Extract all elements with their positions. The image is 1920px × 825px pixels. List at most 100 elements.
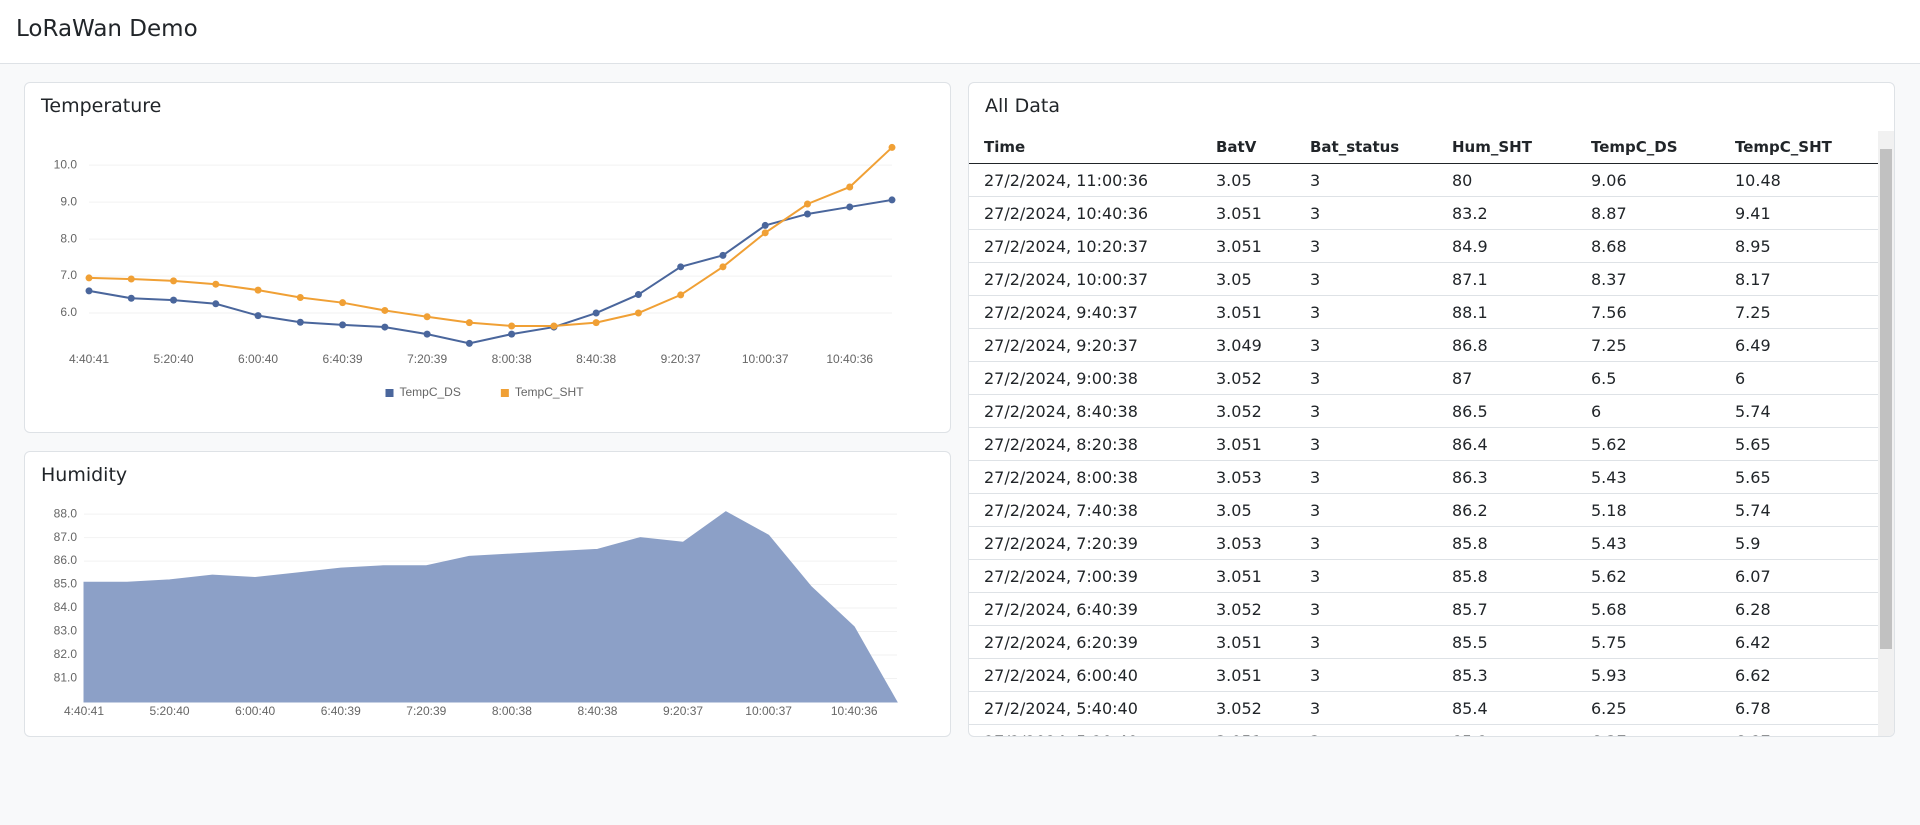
table-row: 27/2/2024, 10:40:36 3.051 3 83.2 8.87 9.41 bbox=[969, 196, 1894, 230]
point bbox=[803, 210, 811, 218]
y-tick-label: 82.0 bbox=[54, 647, 78, 661]
point bbox=[254, 312, 262, 320]
table-cell: 3.05 bbox=[1201, 493, 1295, 527]
x-tick-label: 10:00:37 bbox=[745, 704, 792, 718]
table-cell: 27/2/2024, 10:20:37 bbox=[969, 229, 1201, 263]
table-cell: 86.3 bbox=[1437, 460, 1576, 494]
table-cell: 5.68 bbox=[1576, 592, 1720, 626]
table-cell: 3.049 bbox=[1201, 328, 1295, 362]
table-cell: 27/2/2024, 11:00:36 bbox=[969, 163, 1201, 197]
point bbox=[888, 143, 896, 151]
table-cell: 5.65 bbox=[1720, 427, 1894, 461]
table-cell: 27/2/2024, 10:00:37 bbox=[969, 262, 1201, 296]
table-cell: 6.07 bbox=[1720, 559, 1894, 593]
table-cell: 6.28 bbox=[1720, 592, 1894, 626]
table-card: All Data Time BatV Bat_status Hum_SHT TempC_… bbox=[968, 82, 1895, 737]
table-cell: 5.74 bbox=[1720, 394, 1894, 428]
y-tick-label: 83.0 bbox=[54, 624, 78, 638]
table-cell: 27/2/2024, 8:20:38 bbox=[969, 427, 1201, 461]
point bbox=[381, 306, 389, 314]
table-cell: 9.41 bbox=[1720, 196, 1894, 230]
x-tick-label: 8:40:38 bbox=[577, 704, 617, 718]
series-line bbox=[88, 146, 893, 327]
y-tick-label: 6.0 bbox=[60, 305, 77, 319]
x-tick-label: 5:20:40 bbox=[150, 704, 190, 718]
point bbox=[423, 330, 431, 338]
table-cell: 3 bbox=[1295, 460, 1437, 494]
point bbox=[127, 275, 135, 283]
table-cell: 86.2 bbox=[1437, 493, 1576, 527]
table-row: 27/2/2024, 8:40:38 3.052 3 86.5 6 5.74 bbox=[969, 394, 1894, 428]
table-cell: 27/2/2024, 8:40:38 bbox=[969, 394, 1201, 428]
table-cell: 3.051 bbox=[1201, 295, 1295, 329]
table-row: 27/2/2024, 10:00:37 3.05 3 87.1 8.37 8.17 bbox=[969, 262, 1894, 296]
scrollbar[interactable] bbox=[1878, 131, 1894, 736]
x-tick-label: 6:00:40 bbox=[235, 704, 275, 718]
table-cell: 3 bbox=[1295, 262, 1437, 296]
y-tick-label: 9.0 bbox=[60, 194, 77, 208]
point bbox=[719, 251, 727, 259]
point bbox=[634, 309, 642, 317]
point bbox=[465, 339, 473, 347]
table-row: 27/2/2024, 9:20:37 3.049 3 86.8 7.25 6.49 bbox=[969, 328, 1894, 362]
table-row: 27/2/2024, 6:40:39 3.052 3 85.7 5.68 6.28 bbox=[969, 592, 1894, 626]
card-title: Humidity bbox=[41, 464, 128, 486]
point bbox=[846, 183, 854, 191]
point bbox=[85, 287, 93, 295]
x-tick-label: 6:40:39 bbox=[323, 352, 363, 366]
point bbox=[254, 286, 262, 294]
scrollbar-thumb[interactable] bbox=[1880, 149, 1892, 649]
x-tick-label: 10:40:36 bbox=[826, 352, 873, 366]
table-cell: 3 bbox=[1295, 559, 1437, 593]
table-cell: 3.051 bbox=[1201, 724, 1295, 736]
legend-swatch bbox=[385, 389, 394, 397]
table-cell: 27/2/2024, 6:00:40 bbox=[969, 658, 1201, 692]
table-cell: 27/2/2024, 9:00:38 bbox=[969, 361, 1201, 395]
card-title: All Data bbox=[985, 95, 1060, 117]
point bbox=[296, 294, 304, 302]
table-cell: 5.43 bbox=[1576, 526, 1720, 560]
table-row: 27/2/2024, 6:00:40 3.051 3 85.3 5.93 6.62 bbox=[969, 658, 1894, 692]
table-cell: 27/2/2024, 9:40:37 bbox=[969, 295, 1201, 329]
column-header: BatV bbox=[1201, 131, 1295, 164]
table-cell: 6.62 bbox=[1720, 658, 1894, 692]
table-cell: 85.2 bbox=[1437, 724, 1576, 736]
table-cell: 27/2/2024, 7:40:38 bbox=[969, 493, 1201, 527]
table-cell: 3.052 bbox=[1201, 592, 1295, 626]
table-cell: 3.052 bbox=[1201, 691, 1295, 725]
column-header: Time bbox=[969, 131, 1201, 164]
table-cell: 27/2/2024, 10:40:36 bbox=[969, 196, 1201, 230]
table-cell: 8.37 bbox=[1576, 262, 1720, 296]
table-cell: 3 bbox=[1295, 592, 1437, 626]
table-row: 27/2/2024, 7:20:39 3.053 3 85.8 5.43 5.9 bbox=[969, 526, 1894, 560]
table-row: 27/2/2024, 9:40:37 3.051 3 88.1 7.56 7.25 bbox=[969, 295, 1894, 329]
table-cell: 5.93 bbox=[1576, 658, 1720, 692]
point bbox=[634, 291, 642, 299]
chart: 6.0 7.0 8.0 9.0 10.0 4:40:41 5:20:40 6:00:40 6:4… bbox=[54, 143, 896, 399]
point bbox=[761, 221, 769, 229]
y-tick-label: 85.0 bbox=[54, 577, 78, 591]
table-cell: 3 bbox=[1295, 493, 1437, 527]
point bbox=[846, 203, 854, 211]
table-cell: 27/2/2024, 7:00:39 bbox=[969, 559, 1201, 593]
point bbox=[550, 322, 558, 330]
table-cell: 27/2/2024, 6:20:39 bbox=[969, 625, 1201, 659]
table-cell: 3.053 bbox=[1201, 460, 1295, 494]
point bbox=[212, 280, 220, 288]
point bbox=[465, 319, 473, 327]
point bbox=[508, 322, 516, 330]
point bbox=[170, 296, 178, 304]
point bbox=[761, 229, 769, 237]
table-row: 27/2/2024, 5:40:40 3.052 3 85.4 6.25 6.78 bbox=[969, 691, 1894, 725]
table-scroll[interactable]: Time BatV Bat_status Hum_SHT TempC_DS TempC_S… bbox=[969, 131, 1894, 736]
table-cell: 3 bbox=[1295, 724, 1437, 736]
x-tick-label: 7:20:39 bbox=[407, 352, 447, 366]
table-cell: 3 bbox=[1295, 658, 1437, 692]
table-cell: 3 bbox=[1295, 196, 1437, 230]
table-cell: 6.49 bbox=[1720, 328, 1894, 362]
table-row: 27/2/2024, 7:00:39 3.051 3 85.8 5.62 6.07 bbox=[969, 559, 1894, 593]
point bbox=[339, 299, 347, 307]
area bbox=[83, 511, 898, 703]
